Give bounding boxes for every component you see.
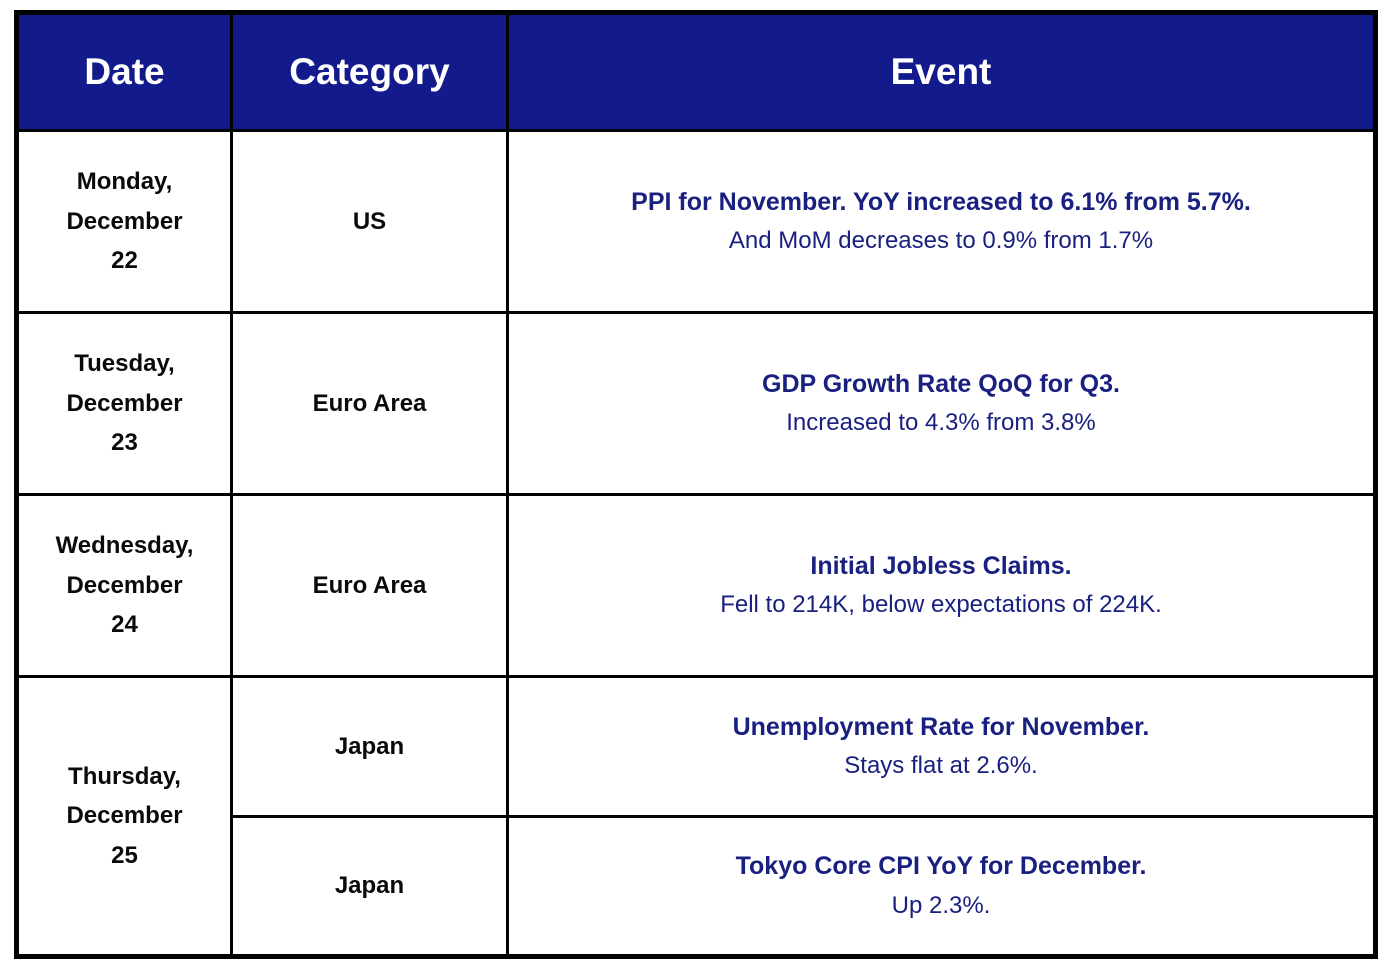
event-title: Tokyo Core CPI YoY for December. <box>735 852 1147 881</box>
category-text: US <box>352 207 387 235</box>
table-row: Monday, December 22 US PPI for November.… <box>15 129 1377 314</box>
event-title: Initial Jobless Claims. <box>810 551 1072 580</box>
date-cell: Monday, December 22 <box>15 129 233 314</box>
date-cell: Tuesday, December 23 <box>15 311 233 496</box>
category-text: Japan <box>334 872 405 899</box>
date-cell: Thursday, December 25 <box>15 675 233 958</box>
table-row: Japan Tokyo Core CPI YoY for December. U… <box>17 815 1377 958</box>
event-cell: PPI for November. YoY increased to 6.1% … <box>506 129 1377 314</box>
category-text: Euro Area <box>312 389 427 417</box>
table-row: Wednesday, December 24 Euro Area Initial… <box>15 493 1377 678</box>
header-category: Category <box>230 11 509 132</box>
category-text: Euro Area <box>312 571 427 599</box>
event-title: Unemployment Rate for November. <box>732 712 1150 741</box>
economic-calendar-table: Date Category Event Monday, December 22 … <box>14 10 1378 959</box>
event-title: GDP Growth Rate QoQ for Q3. <box>762 369 1120 398</box>
event-detail: Increased to 4.3% from 3.8% <box>786 409 1096 437</box>
date-text: Thursday, December 25 <box>66 762 183 869</box>
event-cell: Tokyo Core CPI YoY for December. Up 2.3%… <box>506 815 1377 958</box>
table-row: Tuesday, December 23 Euro Area GDP Growt… <box>15 311 1377 496</box>
event-detail: Stays flat at 2.6%. <box>844 752 1038 780</box>
header-event: Event <box>506 11 1377 132</box>
category-cell: Euro Area <box>230 493 509 678</box>
header-row: Date Category Event <box>15 11 1377 132</box>
category-cell: Japan <box>230 815 509 958</box>
category-cell: Euro Area <box>230 311 509 496</box>
category-cell: Japan <box>230 675 509 818</box>
event-cell: Initial Jobless Claims. Fell to 214K, be… <box>506 493 1377 678</box>
event-cell: Unemployment Rate for November. Stays fl… <box>506 675 1377 818</box>
event-cell: GDP Growth Rate QoQ for Q3. Increased to… <box>506 311 1377 496</box>
header-date: Date <box>15 11 233 132</box>
date-cell: Wednesday, December 24 <box>15 493 233 678</box>
table-row: Thursday, December 25 Japan Unemployment… <box>15 675 1377 958</box>
category-text: Japan <box>334 732 405 760</box>
date-text: Wednesday, December 24 <box>55 532 194 639</box>
category-cell: US <box>230 129 509 314</box>
event-title: PPI for November. YoY increased to 6.1% … <box>631 187 1251 216</box>
event-detail: Up 2.3%. <box>891 891 991 919</box>
event-detail: Fell to 214K, below expectations of 224K… <box>720 591 1162 619</box>
date-text: Tuesday, December 23 <box>66 350 183 457</box>
event-detail: And MoM decreases to 0.9% from 1.7% <box>728 227 1154 255</box>
date-text: Monday, December 22 <box>66 168 183 275</box>
